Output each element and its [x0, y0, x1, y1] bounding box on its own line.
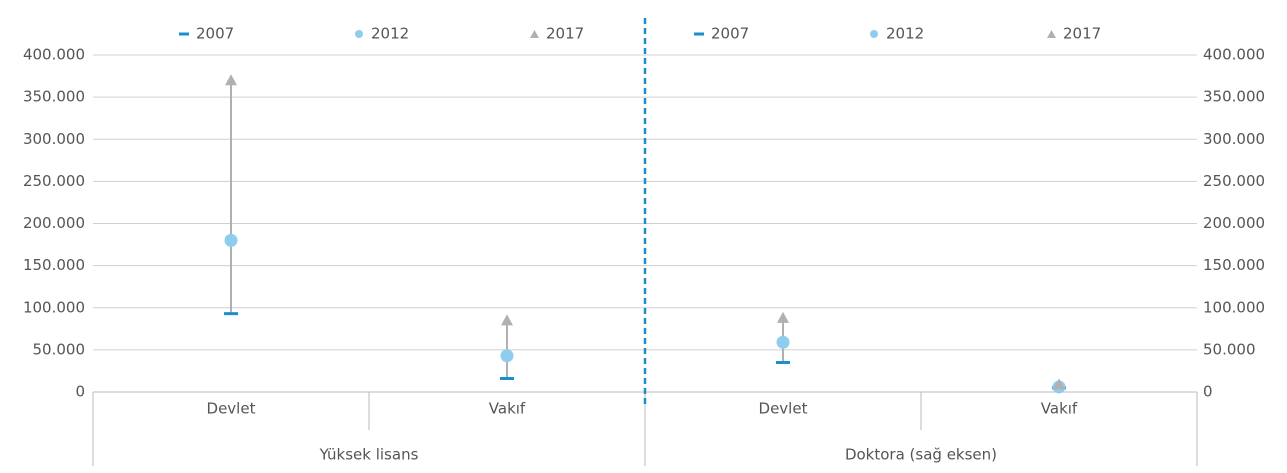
marker-circle [224, 233, 238, 247]
marker-dash [500, 377, 514, 381]
y2-tick-label: 0 [1203, 383, 1213, 401]
y-tick-label: 100.000 [23, 298, 85, 316]
legend-marker [179, 32, 189, 36]
y2-tick-label: 350.000 [1203, 88, 1265, 106]
y2-tick-label: 300.000 [1203, 130, 1265, 148]
legend-label: 2017 [546, 25, 584, 43]
legend-label: 2007 [196, 25, 234, 43]
marker-triangle [1053, 378, 1065, 390]
y2-tick-label: 250.000 [1203, 172, 1265, 190]
y-tick-label: 250.000 [23, 172, 85, 190]
legend-label: 2012 [886, 25, 924, 43]
marker-circle [776, 335, 790, 349]
x-tick-label: Devlet [207, 400, 256, 418]
marker-circle [500, 349, 514, 363]
y-tick-label: 350.000 [23, 88, 85, 106]
legend-label: 2012 [371, 25, 409, 43]
group-label: Yüksek lisans [319, 446, 419, 464]
x-tick-label: Vakıf [489, 400, 526, 418]
legend-marker [870, 30, 878, 38]
y2-tick-label: 400.000 [1203, 46, 1265, 64]
group-label: Doktora (sağ eksen) [845, 446, 997, 464]
y-tick-label: 300.000 [23, 130, 85, 148]
legend-label: 2007 [711, 25, 749, 43]
legend-label: 2017 [1063, 25, 1101, 43]
x-tick-label: Devlet [759, 400, 808, 418]
marker-triangle [501, 314, 513, 326]
y2-tick-label: 200.000 [1203, 214, 1265, 232]
y-tick-label: 400.000 [23, 46, 85, 64]
y-tick-label: 200.000 [23, 214, 85, 232]
legend-marker [355, 30, 363, 38]
marker-triangle [777, 311, 789, 323]
marker-dash [224, 312, 238, 316]
y-tick-label: 150.000 [23, 256, 85, 274]
y-tick-label: 50.000 [33, 340, 86, 358]
y2-tick-label: 100.000 [1203, 298, 1265, 316]
legend-marker [1047, 30, 1056, 38]
legend-marker [530, 30, 539, 38]
y2-tick-label: 150.000 [1203, 256, 1265, 274]
y2-tick-label: 50.000 [1203, 340, 1256, 358]
marker-triangle [225, 74, 237, 86]
y-tick-label: 0 [75, 383, 85, 401]
x-tick-label: Vakıf [1041, 400, 1078, 418]
marker-dash [776, 361, 790, 365]
legend-marker [694, 32, 704, 36]
